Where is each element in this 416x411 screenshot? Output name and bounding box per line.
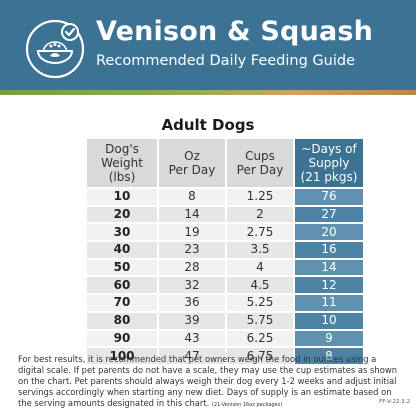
- table-header-row: Dog's Weight (lbs) Oz Per Day Cups Per Day …: [87, 139, 363, 187]
- table-row: 100 47 6.75 8: [87, 348, 363, 364]
- table-row: 10 8 1.25 76: [87, 189, 363, 205]
- cell-cups: 4.5: [227, 277, 293, 294]
- table-row: 70 36 5.25 11: [87, 295, 363, 311]
- cell-days-supply: 76: [295, 189, 363, 205]
- cell-cups: 5.25: [227, 295, 293, 311]
- cell-days-supply: 12: [295, 277, 363, 294]
- cell-cups: 5.75: [227, 312, 293, 329]
- feeding-table: Dog's Weight (lbs) Oz Per Day Cups Per Day …: [85, 137, 365, 366]
- cell-days-supply: 20: [295, 224, 363, 241]
- cell-cups: 1.25: [227, 189, 293, 205]
- cell-days-supply: 9: [295, 330, 363, 347]
- table-row: 20 14 2 27: [87, 206, 363, 223]
- section-title: Adult Dogs: [161, 116, 255, 134]
- cell-weight: 90: [87, 330, 157, 347]
- footnote: For best results, it is recommended that…: [18, 354, 398, 408]
- cell-oz: 32: [159, 277, 225, 294]
- cell-cups: 2: [227, 206, 293, 223]
- table-row: 80 39 5.75 10: [87, 312, 363, 329]
- cell-oz: 47: [159, 348, 225, 364]
- cell-oz: 23: [159, 242, 225, 258]
- cell-oz: 28: [159, 259, 225, 276]
- table-row: 40 23 3.5 16: [87, 242, 363, 258]
- cell-oz: 43: [159, 330, 225, 347]
- cell-days-supply: 11: [295, 295, 363, 311]
- cell-weight: 20: [87, 206, 157, 223]
- cell-days-supply: 8: [295, 348, 363, 364]
- page-subtitle: Recommended Daily Feeding Guide: [96, 53, 355, 69]
- header-oz: Oz Per Day: [159, 139, 225, 187]
- cell-days-supply: 27: [295, 206, 363, 223]
- cell-weight: 40: [87, 242, 157, 258]
- cell-weight: 60: [87, 277, 157, 294]
- cell-weight: 10: [87, 189, 157, 205]
- document-code: FF-V-22.3.2: [379, 399, 410, 405]
- cell-oz: 19: [159, 224, 225, 241]
- cell-weight: 70: [87, 295, 157, 311]
- cell-weight: 50: [87, 259, 157, 276]
- cell-oz: 36: [159, 295, 225, 311]
- cell-oz: 39: [159, 312, 225, 329]
- page-title: Venison & Squash: [96, 16, 374, 47]
- header-days-supply: ~Days of Supply (21 pkgs): [295, 139, 363, 187]
- cell-days-supply: 10: [295, 312, 363, 329]
- header-cups: Cups Per Day: [227, 139, 293, 187]
- banner-stripe: [0, 90, 416, 95]
- cell-cups: 4: [227, 259, 293, 276]
- cell-cups: 2.75: [227, 224, 293, 241]
- cell-days-supply: 14: [295, 259, 363, 276]
- cell-cups: 6.25: [227, 330, 293, 347]
- cell-oz: 14: [159, 206, 225, 223]
- cell-weight: 100: [87, 348, 157, 364]
- table-row: 90 43 6.25 9: [87, 330, 363, 347]
- cell-days-supply: 16: [295, 242, 363, 258]
- dog-bowl-check-icon: [25, 19, 85, 79]
- cell-weight: 30: [87, 224, 157, 241]
- cell-oz: 8: [159, 189, 225, 205]
- table-row: 30 19 2.75 20: [87, 224, 363, 241]
- cell-cups: 3.5: [227, 242, 293, 258]
- header-weight: Dog's Weight (lbs): [87, 139, 157, 187]
- cell-weight: 80: [87, 312, 157, 329]
- cell-cups: 6.75: [227, 348, 293, 364]
- table-row: 50 28 4 14: [87, 259, 363, 276]
- table-row: 60 32 4.5 12: [87, 277, 363, 294]
- header-banner: Venison & Squash Recommended Daily Feedi…: [0, 0, 416, 90]
